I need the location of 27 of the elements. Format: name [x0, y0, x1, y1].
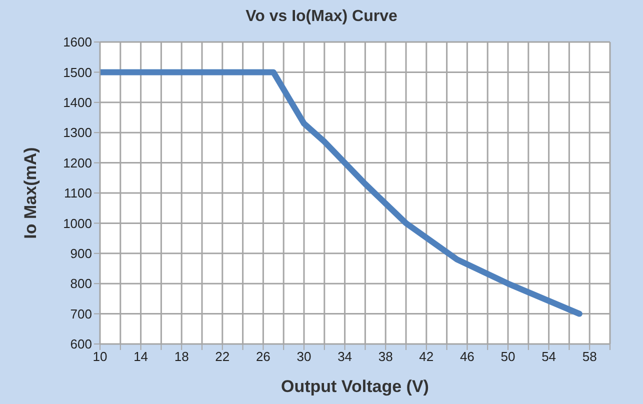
x-tick-label: 34	[338, 349, 352, 364]
y-tick-label: 800	[70, 276, 92, 292]
x-tick-label: 10	[92, 349, 108, 364]
y-tick-label: 600	[70, 336, 92, 352]
x-tick-label: 46	[460, 349, 474, 364]
y-tick-label: 1600	[63, 34, 92, 50]
x-tick-label: 58	[582, 349, 597, 364]
y-tick-label: 700	[70, 306, 92, 322]
x-tick-label: 54	[542, 349, 556, 364]
y-axis-title: Io Max(mA)	[21, 147, 40, 239]
y-tick-label: 1500	[63, 64, 92, 80]
y-tick-label: 1000	[63, 216, 92, 231]
x-tick-label: 30	[296, 349, 312, 364]
x-axis-title: Output Voltage (V)	[281, 377, 429, 396]
y-tick-label: 1200	[63, 155, 92, 170]
x-tick-label: 26	[256, 349, 270, 364]
chart-title: Vo vs Io(Max) Curve	[244, 8, 398, 26]
x-tick-label: 50	[500, 349, 516, 364]
x-tick-label: 22	[215, 349, 230, 364]
x-tick-label: 38	[378, 349, 393, 364]
x-tick-label: 42	[419, 349, 434, 364]
x-tick-label: 18	[174, 349, 189, 364]
y-tick-label: 1400	[63, 95, 92, 110]
y-tick-label: 1100	[64, 186, 92, 201]
y-tick-label: 1300	[63, 125, 92, 140]
y-tick-label: 900	[70, 246, 92, 262]
x-tick-label: 14	[134, 349, 148, 364]
